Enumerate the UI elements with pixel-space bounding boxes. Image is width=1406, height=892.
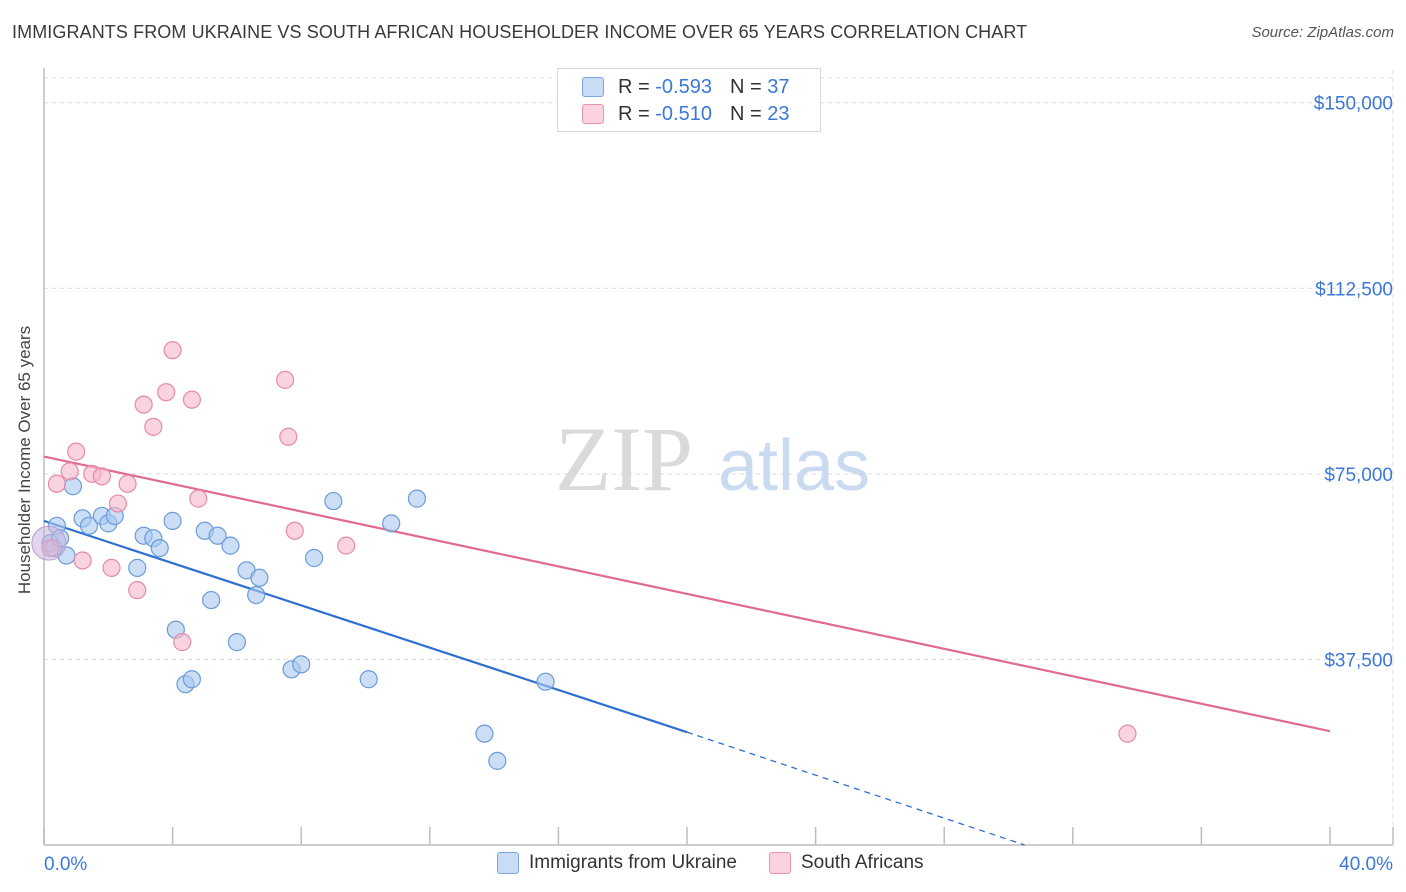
- legend-r-value-south-africa: -0.510: [655, 102, 712, 125]
- point-ukraine: [247, 586, 266, 605]
- point-ukraine: [250, 568, 269, 587]
- legend-swatch-south-africa: [769, 852, 791, 874]
- point-ukraine: [359, 670, 378, 689]
- legend-label-south-africa: South Africans: [801, 852, 924, 873]
- legend-row-ukraine: R = -0.593 N = 37: [582, 74, 789, 100]
- data-points: [31, 341, 1137, 770]
- tick-labels: $37,500 $75,000 $112,500 $150,000 0.0% 40.0%: [44, 94, 1393, 875]
- legend-r-value-ukraine: -0.593: [655, 75, 712, 98]
- legend-r-label: R =: [618, 102, 650, 125]
- point-south-africa: [73, 551, 92, 570]
- legend-swatch-ukraine: [582, 77, 604, 97]
- watermark: ZIP atlas: [555, 408, 870, 510]
- point-south-africa: [118, 474, 137, 493]
- x-tick-label: 0.0%: [44, 854, 87, 875]
- point-south-africa: [337, 536, 356, 555]
- legend-swatch-ukraine: [497, 852, 519, 874]
- correlation-legend: R = -0.593 N = 37 R = -0.510 N = 23: [557, 68, 821, 132]
- point-south-africa: [47, 474, 66, 493]
- point-south-africa: [276, 370, 295, 389]
- point-ukraine: [128, 558, 147, 577]
- point-ukraine: [221, 536, 240, 555]
- point-ukraine: [227, 633, 246, 652]
- x-tick-label: 40.0%: [1339, 854, 1393, 875]
- point-south-africa: [128, 581, 147, 600]
- legend-r-label: R =: [618, 75, 650, 98]
- point-ukraine: [407, 489, 427, 508]
- point-south-africa: [144, 417, 163, 436]
- point-ukraine: [208, 526, 227, 545]
- point-south-africa: [173, 633, 192, 652]
- point-ukraine: [324, 491, 343, 511]
- point-south-africa: [285, 521, 304, 540]
- point-south-africa: [163, 341, 182, 360]
- legend-n-value-south-africa: 23: [767, 102, 790, 125]
- point-south-africa: [60, 462, 79, 481]
- trend-line-south-africa: [43, 455, 1331, 733]
- legend-label-ukraine: Immigrants from Ukraine: [529, 852, 737, 873]
- point-ukraine: [182, 670, 201, 689]
- watermark-zip: ZIP: [555, 408, 693, 510]
- source-label: Source: ZipAtlas.com: [1251, 24, 1394, 41]
- point-cluster: [31, 525, 67, 561]
- trend-line-ukraine: [43, 519, 688, 734]
- legend-item-ukraine[interactable]: Immigrants from Ukraine: [497, 852, 737, 874]
- legend-row-south-africa: R = -0.510 N = 23: [582, 101, 789, 127]
- point-ukraine: [304, 548, 324, 568]
- point-south-africa: [182, 390, 201, 409]
- point-ukraine: [382, 514, 401, 533]
- y-tick-label: $75,000: [1324, 465, 1393, 486]
- point-ukraine: [475, 724, 494, 743]
- legend-item-south-africa[interactable]: South Africans: [769, 852, 924, 874]
- point-south-africa: [189, 489, 208, 508]
- point-south-africa: [92, 467, 111, 486]
- legend-n-label: N =: [729, 102, 762, 125]
- y-tick-label: $150,000: [1314, 94, 1393, 115]
- point-south-africa: [157, 383, 176, 402]
- point-ukraine: [163, 511, 182, 530]
- point-south-africa: [67, 442, 86, 461]
- trend-line-ukraine-extension: [686, 731, 1025, 846]
- legend-swatch-south-africa: [582, 104, 604, 124]
- point-ukraine: [79, 516, 99, 535]
- axes: [43, 68, 1394, 846]
- point-ukraine: [536, 672, 555, 691]
- point-ukraine: [150, 538, 169, 558]
- y-tick-label: $112,500: [1315, 279, 1393, 300]
- legend-n-label: N =: [729, 75, 762, 98]
- point-ukraine: [63, 477, 83, 496]
- chart-title: IMMIGRANTS FROM UKRAINE VS SOUTH AFRICAN…: [12, 22, 1028, 42]
- watermark-atlas: atlas: [718, 426, 870, 506]
- y-axis-label: Householder Income Over 65 years: [15, 325, 34, 595]
- point-south-africa: [279, 427, 298, 446]
- point-ukraine: [292, 655, 311, 674]
- point-south-africa: [102, 558, 121, 577]
- point-ukraine: [202, 590, 221, 610]
- point-south-africa: [108, 494, 128, 513]
- point-ukraine: [488, 751, 507, 770]
- y-tick-label: $37,500: [1324, 650, 1393, 671]
- trend-lines: [43, 455, 1331, 846]
- point-south-africa: [1118, 724, 1137, 743]
- series-legend: Immigrants from Ukraine South Africans: [497, 852, 956, 874]
- point-south-africa: [134, 395, 153, 414]
- legend-n-value-ukraine: 37: [767, 75, 790, 98]
